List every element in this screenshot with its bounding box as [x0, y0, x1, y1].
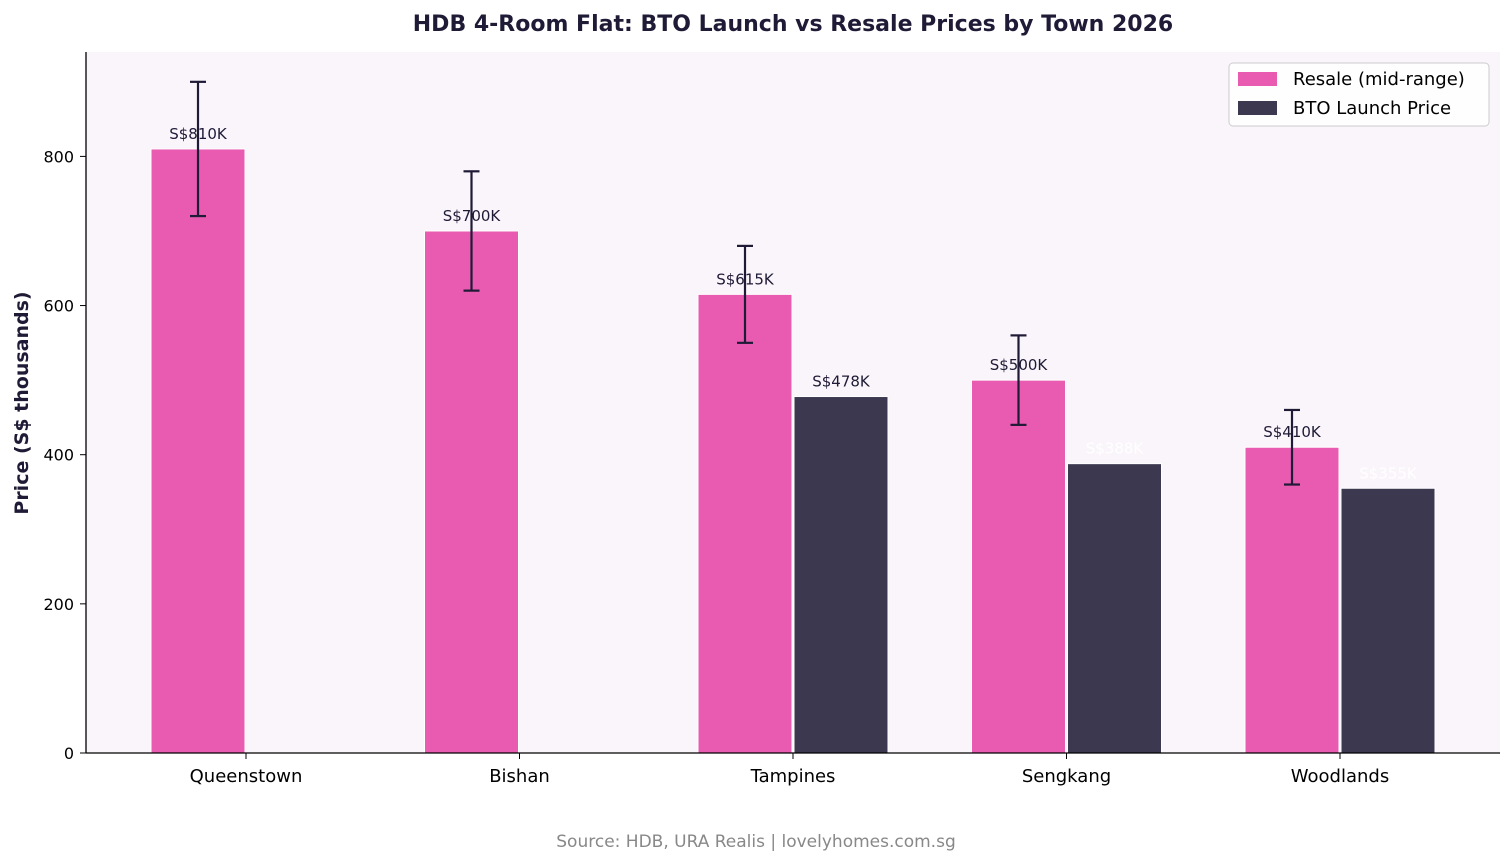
legend-swatch: [1238, 101, 1277, 115]
legend-swatch: [1238, 72, 1277, 86]
y-tick-label: 800: [43, 147, 74, 166]
y-ticks: 0 200 400 600 800: [43, 147, 86, 763]
x-tick-label: Tampines: [750, 766, 836, 787]
bto-data-label: S$478K: [812, 373, 871, 391]
error-bars-layer: [190, 80, 1300, 486]
legend-label: Resale (mid-range): [1293, 69, 1465, 90]
data-labels-layer: S$810K S$700K S$478K S$615K S$388K S$500K S$35…: [169, 125, 1418, 482]
x-tick-label: Queenstown: [190, 766, 303, 787]
y-tick-label: 0: [64, 744, 74, 763]
bto-bar: [1067, 463, 1162, 754]
resale-data-label: S$410K: [1263, 423, 1322, 441]
resale-data-label: S$810K: [169, 125, 228, 143]
bars-layer: [150, 148, 1436, 754]
resale-data-label: S$615K: [716, 270, 775, 288]
y-axis-label: Price (S$ thousands): [11, 291, 33, 514]
chart-title: HDB 4-Room Flat: BTO Launch vs Resale Pr…: [413, 12, 1173, 37]
bto-bar: [1340, 487, 1436, 754]
legend-label: BTO Launch Price: [1293, 98, 1451, 119]
x-tick-label: Woodlands: [1291, 766, 1389, 787]
bto-data-label: S$388K: [1086, 440, 1145, 458]
bto-data-label: S$355K: [1359, 464, 1418, 482]
x-tick-label: Bishan: [489, 766, 550, 787]
resale-bar: [150, 148, 246, 754]
resale-bar: [424, 230, 519, 754]
bto-bar: [793, 396, 889, 754]
x-tick-label: Sengkang: [1022, 766, 1111, 787]
legend: Resale (mid-range) BTO Launch Price: [1228, 62, 1490, 127]
legend-box: [1228, 62, 1490, 127]
source-note: Source: HDB, URA Realis | lovelyhomes.co…: [556, 832, 955, 852]
resale-data-label: S$500K: [990, 356, 1049, 374]
resale-data-label: S$700K: [443, 207, 502, 225]
resale-bar: [1244, 446, 1340, 754]
resale-bar: [971, 379, 1066, 754]
resale-bar: [697, 293, 793, 754]
y-tick-label: 600: [43, 297, 74, 316]
x-ticks: Queenstown Bishan Tampines Sengkang Woodland…: [190, 753, 1389, 787]
y-tick-label: 200: [43, 595, 74, 614]
y-tick-label: 400: [43, 446, 74, 465]
